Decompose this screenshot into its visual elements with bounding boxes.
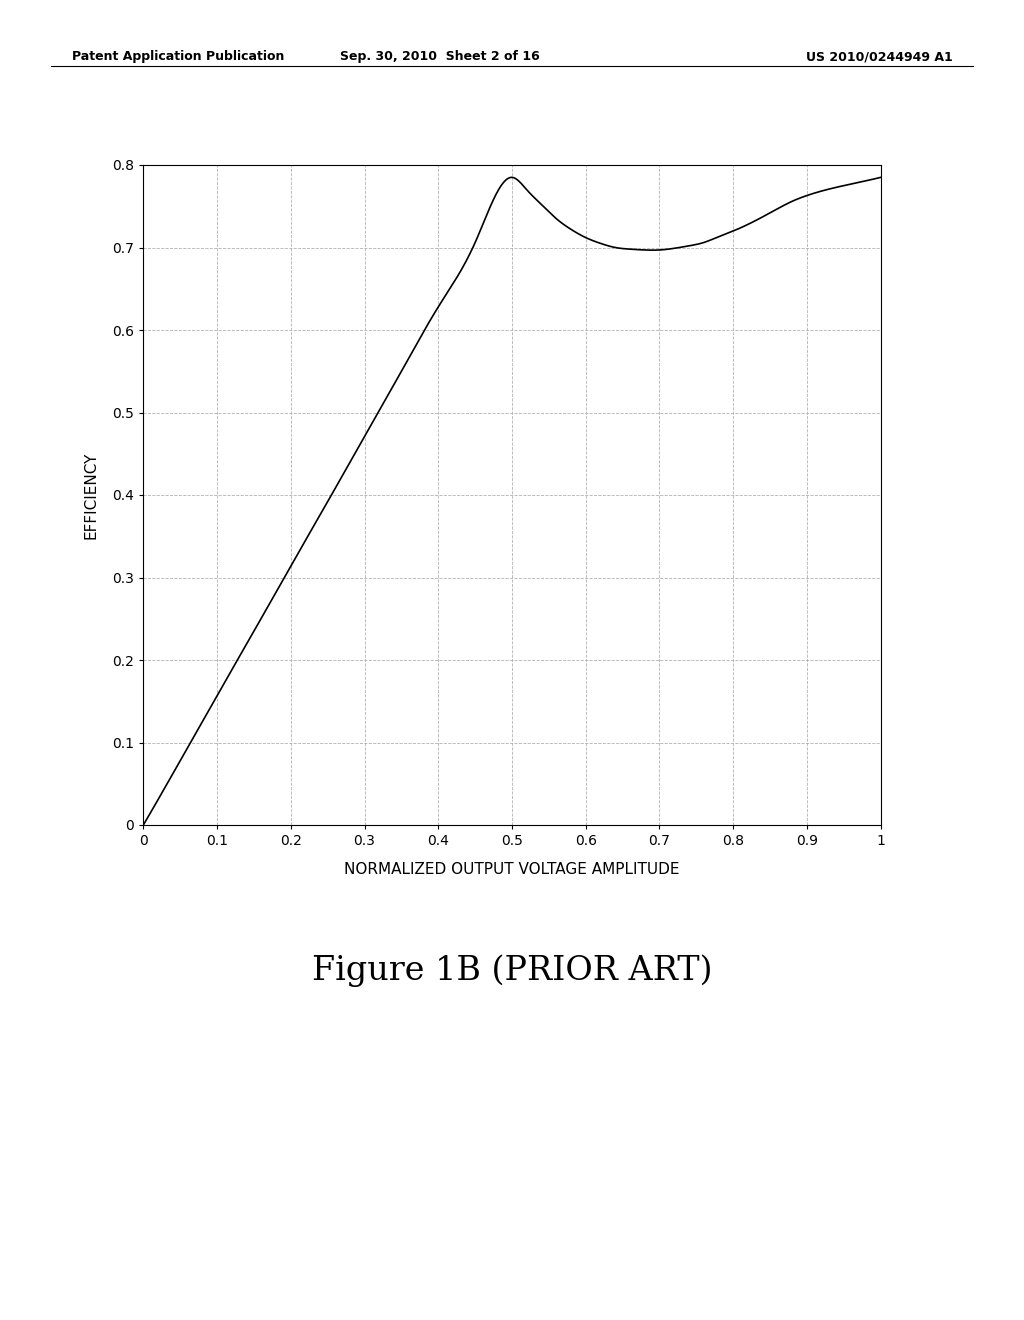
Text: Figure 1B (PRIOR ART): Figure 1B (PRIOR ART) (311, 954, 713, 986)
X-axis label: NORMALIZED OUTPUT VOLTAGE AMPLITUDE: NORMALIZED OUTPUT VOLTAGE AMPLITUDE (344, 862, 680, 876)
Text: Sep. 30, 2010  Sheet 2 of 16: Sep. 30, 2010 Sheet 2 of 16 (340, 50, 541, 63)
Text: US 2010/0244949 A1: US 2010/0244949 A1 (806, 50, 952, 63)
Text: Patent Application Publication: Patent Application Publication (72, 50, 284, 63)
Y-axis label: EFFICIENCY: EFFICIENCY (83, 451, 98, 539)
